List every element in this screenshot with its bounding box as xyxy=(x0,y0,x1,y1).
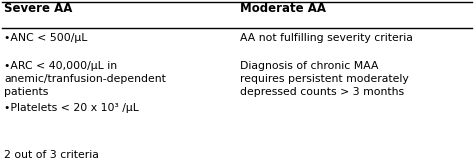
Text: •Platelets < 20 x 10³ /μL: •Platelets < 20 x 10³ /μL xyxy=(4,103,139,113)
Text: Severe AA: Severe AA xyxy=(4,3,73,15)
Text: AA not fulfilling severity criteria: AA not fulfilling severity criteria xyxy=(240,33,412,43)
Text: Diagnosis of chronic MAA
requires persistent moderately
depressed counts > 3 mon: Diagnosis of chronic MAA requires persis… xyxy=(240,61,409,97)
Text: •ARC < 40,000/μL in
anemic/tranfusion-dependent
patients: •ARC < 40,000/μL in anemic/tranfusion-de… xyxy=(4,61,166,97)
Text: Moderate AA: Moderate AA xyxy=(240,3,326,15)
Text: •ANC < 500/μL: •ANC < 500/μL xyxy=(4,33,87,43)
Text: 2 out of 3 criteria: 2 out of 3 criteria xyxy=(4,150,99,158)
